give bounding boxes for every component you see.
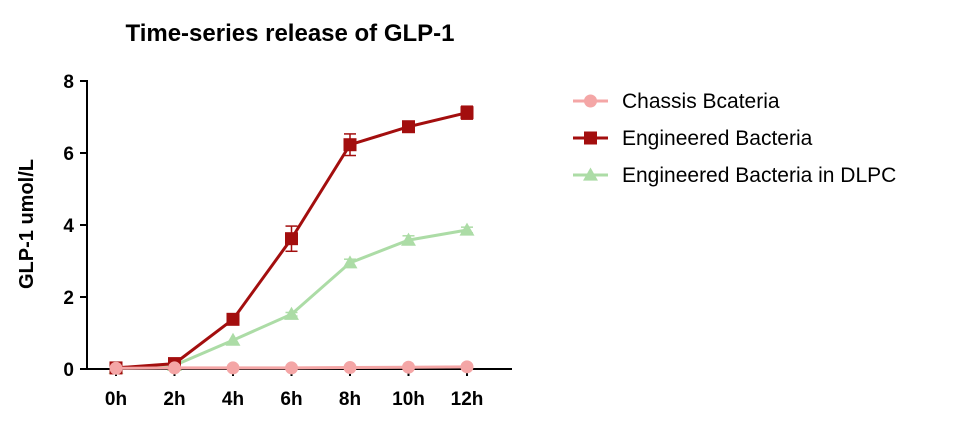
data-point [343,361,357,375]
data-point [285,361,298,375]
y-tick-label: 2 [63,288,74,309]
data-point [459,222,475,236]
data-point [284,306,299,320]
series-1 [109,360,474,375]
x-tick-label: 4h [222,389,244,410]
data-point [402,120,415,134]
legend-item: Engineered Bacteria [573,127,813,150]
data-point [226,361,240,375]
y-tick-label: 8 [63,72,74,93]
data-point [460,106,474,120]
series-2 [109,105,474,375]
data-point [460,360,474,374]
legend-label: Engineered Bacteria in DLPC [622,164,896,187]
legend-marker [584,131,597,145]
data-point [109,361,123,375]
x-tick-label: 12h [451,389,484,410]
x-tick-label: 10h [392,389,425,410]
y-tick-label: 6 [63,144,74,165]
legend-item: Chassis Bcateria [573,90,780,113]
data-point [342,255,358,269]
x-tick-label: 0h [105,389,127,410]
legend-item: Engineered Bacteria in DLPC [573,164,896,187]
legend-label: Engineered Bacteria [622,127,813,150]
data-point [226,312,240,326]
data-point [168,361,181,375]
data-point [343,138,357,152]
y-axis-label: GLP-1 umol/L [16,159,38,289]
data-point [402,360,415,374]
legend-marker [584,94,597,108]
data-point [285,232,298,246]
y-tick-label: 0 [63,360,74,381]
data-point [225,332,241,346]
x-tick-label: 6h [280,389,302,410]
chart-title: Time-series release of GLP-1 [125,20,454,47]
x-tick-label: 2h [163,389,185,410]
x-tick-label: 8h [339,389,361,410]
y-tick-label: 4 [63,216,74,237]
legend-marker [583,167,598,181]
data-point [401,232,416,246]
legend-label: Chassis Bcateria [622,90,780,113]
